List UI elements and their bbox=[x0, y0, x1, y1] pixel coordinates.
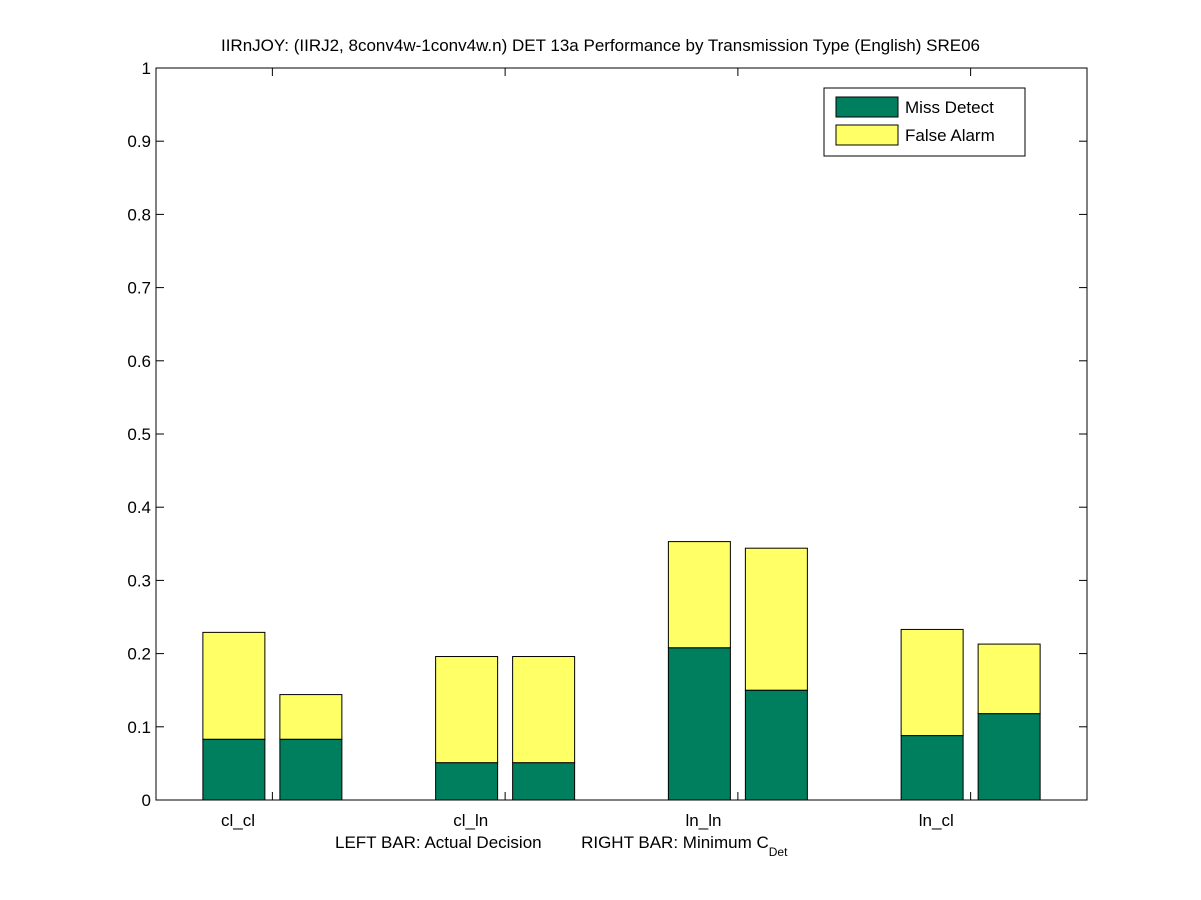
legend-label: False Alarm bbox=[905, 126, 995, 145]
legend-swatch bbox=[835, 96, 899, 118]
legend: Miss Detect False Alarm bbox=[823, 87, 1026, 157]
bar-false-alarm bbox=[667, 541, 731, 649]
x-tick-label: ln_cl bbox=[919, 811, 954, 830]
chart-title: IIRnJOY: (IIRJ2, 8conv4w-1conv4w.n) DET … bbox=[220, 36, 981, 55]
y-tick-label: 0.7 bbox=[127, 279, 151, 298]
y-tick-label: 0.6 bbox=[127, 352, 151, 371]
plot-area: 0 0.1 0.2 0.3 0.4 0.5 0.6 0.7 0.8 0.9 1 cl_cl cl_ln l… bbox=[127, 59, 1088, 830]
bar-false-alarm bbox=[435, 656, 499, 764]
bar-miss-detect bbox=[667, 647, 731, 801]
bar-false-alarm bbox=[977, 643, 1041, 715]
y-tick-label: 0.9 bbox=[127, 132, 151, 151]
x-tick-label: cl_ln bbox=[453, 811, 488, 830]
bar-false-alarm bbox=[279, 694, 343, 740]
x-tick-label: cl_cl bbox=[221, 811, 255, 830]
bar-false-alarm bbox=[512, 656, 576, 764]
bar-false-alarm bbox=[202, 631, 266, 740]
x-axis-caption-subscript: Det bbox=[768, 845, 788, 859]
bar-miss-detect bbox=[512, 762, 576, 801]
x-axis-caption-left: LEFT BAR: Actual Decision bbox=[335, 833, 542, 852]
legend-label: Miss Detect bbox=[905, 98, 994, 117]
legend-swatch bbox=[835, 124, 899, 146]
y-tick-label: 0.5 bbox=[127, 425, 151, 444]
y-tick-label: 0.8 bbox=[127, 205, 151, 224]
bar-miss-detect bbox=[279, 738, 343, 801]
bar-miss-detect bbox=[435, 762, 499, 801]
y-tick-label: 0.2 bbox=[127, 645, 151, 664]
y-tick-label: 0.3 bbox=[127, 571, 151, 590]
bar-false-alarm bbox=[900, 628, 964, 737]
bar-miss-detect bbox=[900, 735, 964, 801]
bar-false-alarm bbox=[744, 547, 808, 691]
y-tick-label: 1 bbox=[142, 59, 151, 78]
y-tick-label: 0.1 bbox=[127, 718, 151, 737]
bar-miss-detect bbox=[744, 689, 808, 801]
bar-miss-detect bbox=[977, 713, 1041, 801]
bar-miss-detect bbox=[202, 738, 266, 801]
x-axis-caption-right: RIGHT BAR: Minimum C bbox=[581, 833, 769, 852]
x-tick-label: ln_ln bbox=[686, 811, 722, 830]
x-axis-caption: LEFT BAR: Actual Decision RIGHT BAR: Min… bbox=[335, 833, 787, 859]
y-tick-label: 0 bbox=[142, 791, 151, 810]
y-tick-label: 0.4 bbox=[127, 498, 151, 517]
